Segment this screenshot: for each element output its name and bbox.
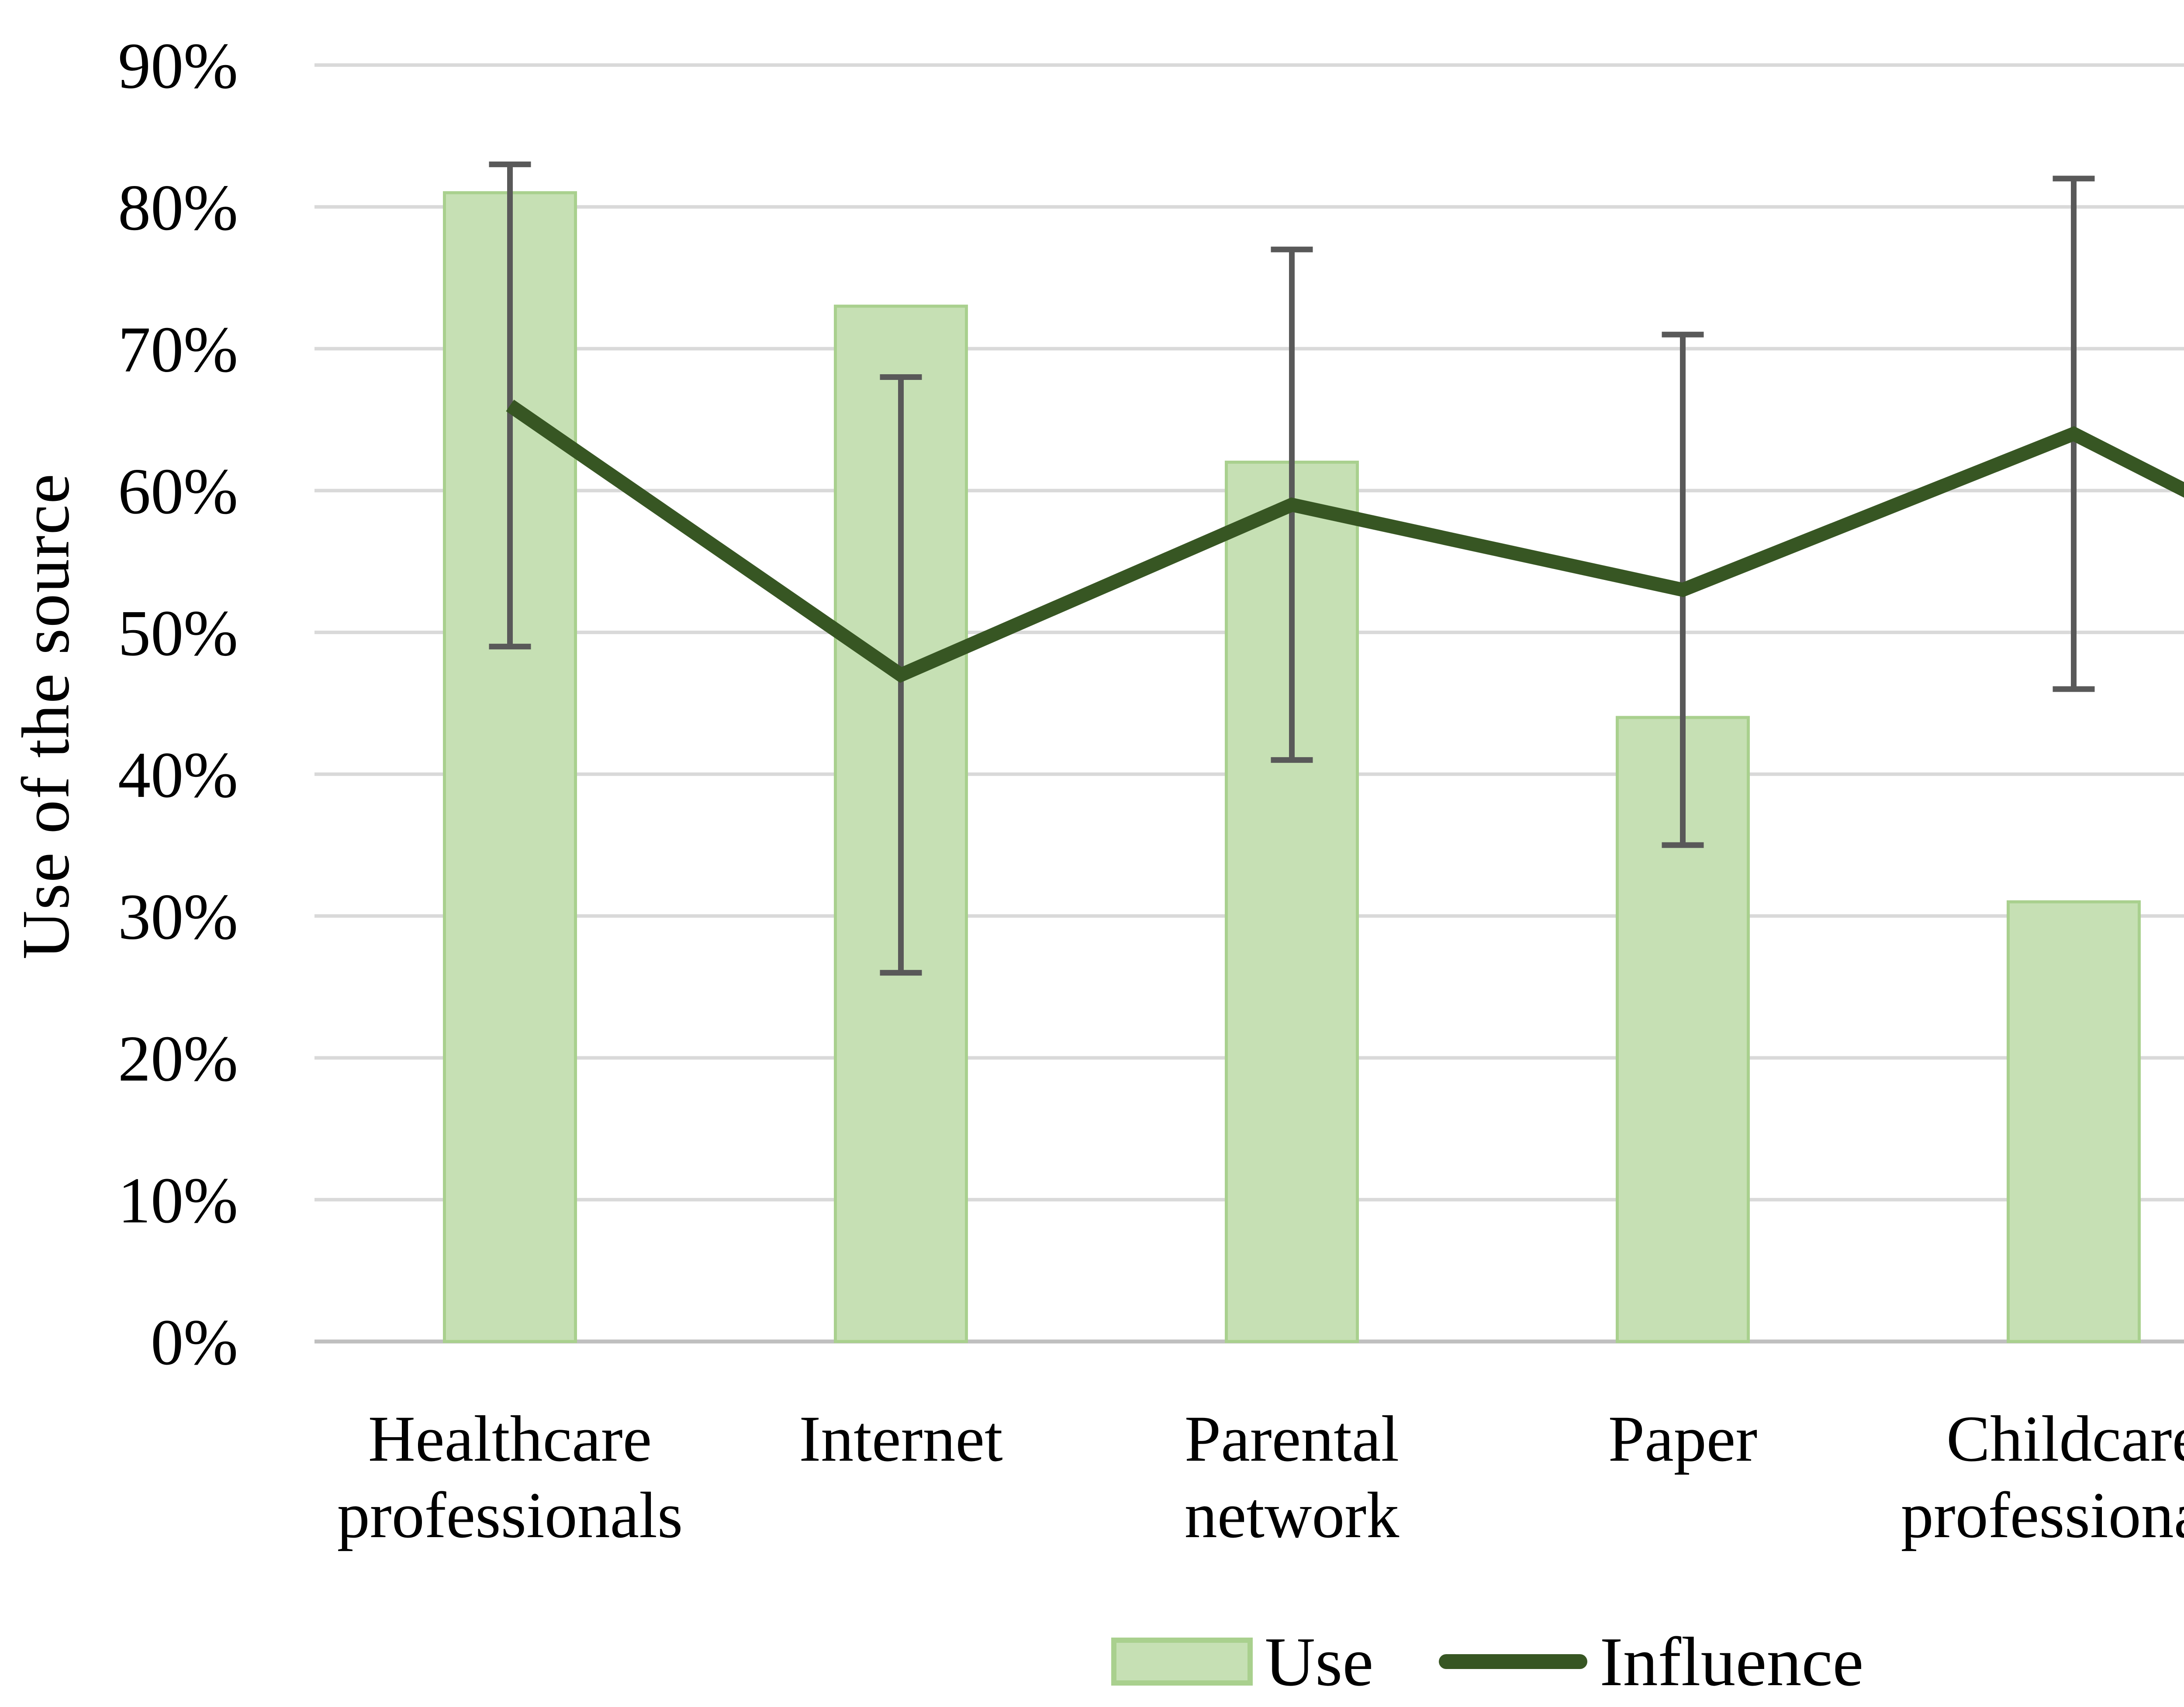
left-axis-tick-labels: 0% 10% 20% 30% 40% 50% 60% 70% 80% 90% [118, 30, 238, 1379]
left-tick-label-50%: 50% [118, 597, 238, 669]
category-label-3: Paper [1608, 1403, 1758, 1475]
use-bar-swatch-icon [1111, 1638, 1253, 1686]
influence-line-swatch-icon [1439, 1654, 1588, 1669]
category-label-1: Internet [799, 1403, 1002, 1475]
legend-label-use: Use [1265, 1623, 1374, 1700]
left-tick-label-0%: 0% [151, 1306, 238, 1379]
gridlines-group [314, 63, 2184, 1344]
category-label-2: network [1185, 1479, 1400, 1552]
left-tick-label-60%: 60% [118, 455, 238, 528]
legend-label-influence: Influence [1600, 1623, 1864, 1700]
left-tick-label-90%: 90% [118, 30, 238, 102]
left-tick-label-30%: 30% [118, 881, 238, 953]
use-bar-4 [2007, 900, 2141, 1343]
left-tick-label-20%: 20% [118, 1022, 238, 1095]
left-tick-label-10%: 10% [118, 1164, 238, 1237]
legend: Use Influence [314, 1622, 2184, 1701]
left-axis-title: Use of the source [8, 472, 83, 960]
left-tick-label-40%: 40% [118, 739, 238, 811]
influence-line-group [506, 400, 2184, 683]
category-label-4: professionals [1901, 1479, 2184, 1552]
category-label-2: Parental [1185, 1403, 1399, 1475]
legend-item-influence: Influence [1439, 1627, 1863, 1697]
influence-line [506, 400, 2184, 683]
left-tick-label-80%: 80% [118, 172, 238, 244]
left-tick-label-70%: 70% [118, 314, 238, 386]
category-label-0: Healthcare [368, 1403, 652, 1475]
category-label-0: professionals [337, 1479, 683, 1552]
use-bars-group [443, 191, 2141, 1343]
legend-item-use: Use [1111, 1623, 1374, 1700]
category-label-4: Childcare [1946, 1403, 2184, 1475]
